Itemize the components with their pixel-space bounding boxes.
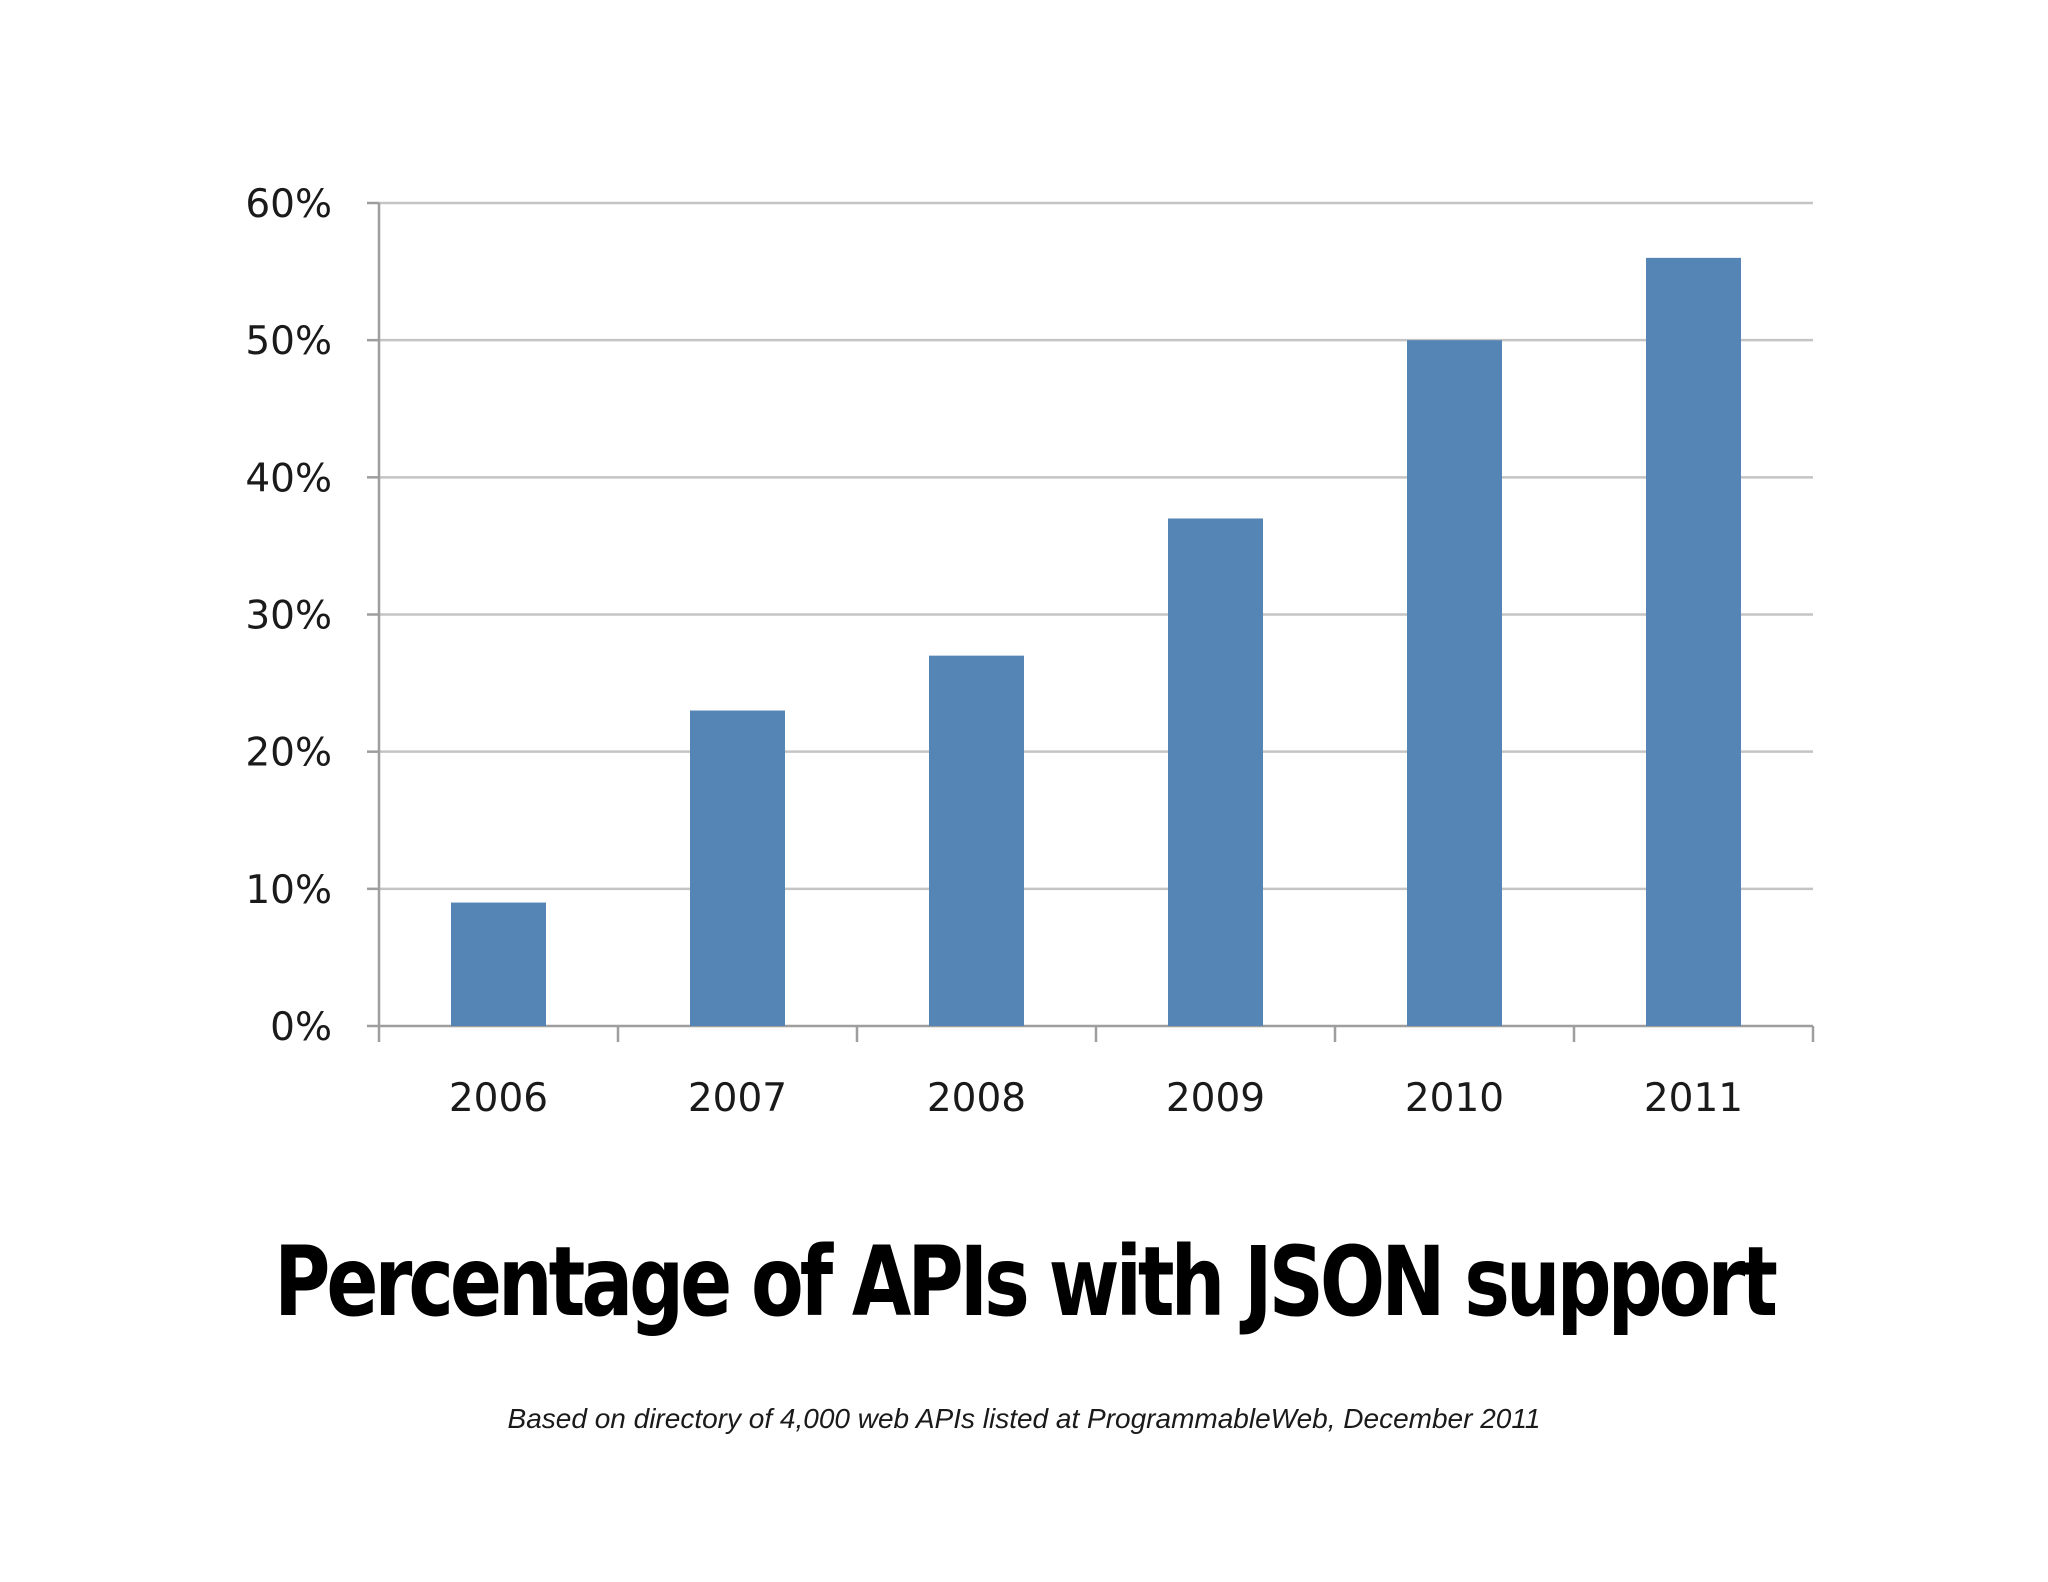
x-tick-label: 2009 xyxy=(1166,1076,1265,1121)
bar-2010 xyxy=(1407,340,1502,1027)
y-tick-label: 20% xyxy=(245,731,332,776)
x-tick-label: 2007 xyxy=(688,1076,787,1121)
y-tick-labels: 0% 10% 20% 30% 40% 50% 60% xyxy=(245,182,332,1050)
y-tick-label: 60% xyxy=(245,182,332,227)
bar-2011 xyxy=(1646,257,1741,1026)
chart-title: Percentage of APIs with JSON support xyxy=(274,1226,1778,1338)
bar-2009 xyxy=(1168,518,1263,1026)
y-tick-label: 50% xyxy=(245,319,332,364)
x-tick-label: 2011 xyxy=(1644,1076,1743,1121)
gridlines xyxy=(379,201,1813,891)
x-tick-label: 2010 xyxy=(1405,1076,1504,1121)
x-tick-labels: 2006 2007 2008 2009 2010 2011 xyxy=(449,1076,1743,1121)
chart-subtitle: Based on directory of 4,000 web APIs lis… xyxy=(507,1403,1541,1434)
x-tick-label: 2008 xyxy=(927,1076,1026,1121)
bars xyxy=(451,257,1741,1027)
bar-2006 xyxy=(451,902,546,1026)
bar-2008 xyxy=(929,655,1024,1026)
y-tick-label: 40% xyxy=(245,456,332,501)
bar-chart: 0% 10% 20% 30% 40% 50% 60% 2006 2007 2008 2009 201… xyxy=(245,182,1815,1121)
y-tick-label: 0% xyxy=(270,1005,332,1050)
y-tick-label: 10% xyxy=(245,868,332,913)
bar-2007 xyxy=(690,710,785,1026)
x-tick-label: 2006 xyxy=(449,1076,548,1121)
axes xyxy=(367,201,1815,1042)
y-tick-label: 30% xyxy=(245,594,332,639)
